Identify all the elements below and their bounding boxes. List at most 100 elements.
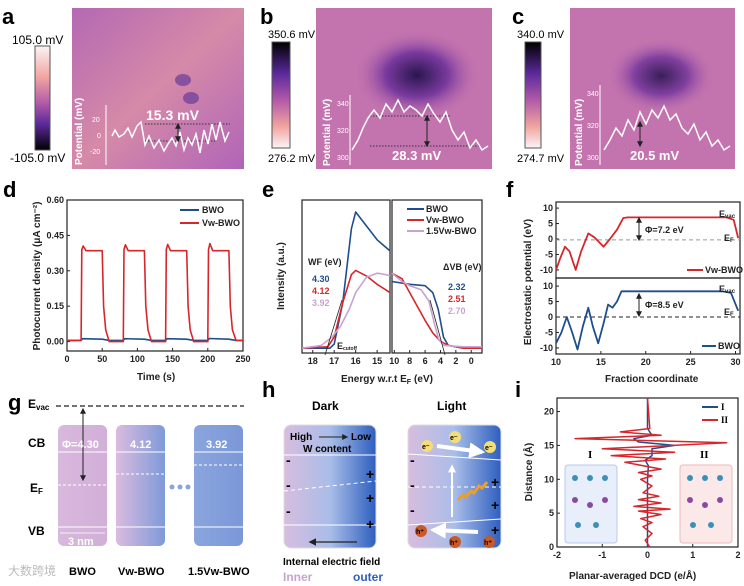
hole-label: h⁺ xyxy=(450,540,458,547)
band-vw-bwo xyxy=(116,425,165,546)
y-tick-label: 10 xyxy=(543,281,553,291)
negative-charge: - xyxy=(286,503,291,519)
x-tick-label: 20 xyxy=(641,357,651,367)
x-tick-label: 1 xyxy=(690,550,695,560)
x-tick-label: 25 xyxy=(686,357,696,367)
dark-domain xyxy=(183,92,199,104)
vb-line xyxy=(407,518,502,526)
panel-b: b 350.6 mV 276.2 mV Potential (mV) 340 3… xyxy=(260,4,492,169)
ef-label-top: EF xyxy=(724,233,734,244)
evac-sub: vac xyxy=(725,214,736,220)
negative-charge: - xyxy=(286,477,291,493)
y-axis-label: Electrostatic potential (eV) xyxy=(523,219,534,345)
panel-label-i: i xyxy=(515,377,521,402)
dark-title: Dark xyxy=(312,399,339,413)
evac-label-top: Evac xyxy=(719,209,736,220)
colorbar-max-label: 340.0 mV xyxy=(517,29,565,41)
wf-value-vw-bwo: 4.12 xyxy=(312,286,330,296)
colorbar-max-label: 350.6 mV xyxy=(268,29,316,41)
y-tick-label: 15 xyxy=(544,440,554,450)
series-line-vw-bwo xyxy=(391,272,482,350)
series-line-bwo xyxy=(67,337,243,342)
ef-main: E xyxy=(724,307,730,317)
colorbar xyxy=(271,41,291,149)
x-tick-label: 10 xyxy=(389,356,399,366)
electron-label: e⁻ xyxy=(422,444,430,451)
kpfm-map-image xyxy=(72,8,244,169)
ef-line xyxy=(283,480,377,492)
inset-label-i: I xyxy=(588,449,592,461)
y-tick-label: -10 xyxy=(540,343,553,353)
legend-label-vw-bwo: Vw-BWO xyxy=(202,218,240,228)
profile-tick: -20 xyxy=(90,149,100,156)
wf-value-bwo: 4.30 xyxy=(312,274,330,284)
positive-charge: + xyxy=(366,490,374,506)
legend-label-1-5vw-bwo: 1.5Vw-BWO xyxy=(426,226,477,236)
cutoff-label-main: E xyxy=(337,341,343,351)
panel-c: c 340.0 mV 274.7 mV Potential (mV) 340 3… xyxy=(512,4,735,169)
ellipsis-dot xyxy=(185,484,191,490)
wf-value-1-5vw-bwo: 3.92 xyxy=(312,298,330,308)
hole-icon xyxy=(449,536,461,548)
cb-line xyxy=(407,453,502,461)
x-tick-label: 16 xyxy=(351,356,361,366)
y-tick-label: 0 xyxy=(549,542,554,552)
x-tick-label: 30 xyxy=(731,357,741,367)
cb-label: CB xyxy=(28,436,46,450)
evac-sub: vac xyxy=(725,289,736,295)
y-tick-label: 0.00 xyxy=(46,337,64,347)
y-axis-label: Photocurrent density (μA cm⁻²) xyxy=(32,202,43,351)
plot-frame-left xyxy=(301,199,391,354)
colorbar-min-label: -105.0 mV xyxy=(10,151,65,165)
width-label: 3 nm xyxy=(68,536,94,548)
evac-main: E xyxy=(719,284,725,294)
y-tick-label: -5 xyxy=(545,249,553,259)
evac-sub: vac xyxy=(36,403,50,412)
ef-label-bottom: EF xyxy=(724,307,734,318)
y-tick-label: 5 xyxy=(548,219,553,229)
legend-label-vw-bwo: Vw-BWO xyxy=(705,265,743,275)
positive-charge: + xyxy=(366,516,374,532)
dvb-value-1-5vw-bwo: 2.70 xyxy=(448,306,466,316)
negative-charge: - xyxy=(410,452,415,468)
positive-charge: + xyxy=(491,474,499,490)
x-tick-label: -2 xyxy=(553,550,561,560)
dark-domain xyxy=(340,30,480,130)
series-line-1-5vw-bwo xyxy=(301,272,391,349)
x-axis-label-main: Energy w.r.t E xyxy=(341,374,407,385)
profile-tick: 0 xyxy=(97,133,101,140)
colorbar-min-label: 274.7 mV xyxy=(517,153,565,165)
inner-label: Inner xyxy=(283,570,313,584)
x-tick-label: 0 xyxy=(645,550,650,560)
dvb-value-vw-bwo: 2.51 xyxy=(448,294,466,304)
vb-tangent xyxy=(429,299,446,356)
y-tick-label: 10 xyxy=(543,203,553,213)
phi-label-vw-bwo: Φ=7.2 eV xyxy=(645,225,684,235)
x-tick-label: 2 xyxy=(453,356,458,366)
x-tick-label: 2 xyxy=(735,550,740,560)
negative-charge: - xyxy=(410,477,415,493)
legend-label-ii: II xyxy=(721,415,729,425)
y-tick-label: 5 xyxy=(548,297,553,307)
watermark: 大数跨境 xyxy=(8,563,56,578)
negative-charge: - xyxy=(410,502,415,518)
hole-label: h⁺ xyxy=(416,529,424,536)
electron-icon xyxy=(484,441,496,453)
electron-flow-arrow xyxy=(436,442,486,459)
electron-icon xyxy=(421,440,433,452)
wf-title: WF (eV) xyxy=(308,257,342,267)
ef-label: EF xyxy=(30,481,43,496)
vb-label: VB xyxy=(28,524,45,538)
y-tick-label: -10 xyxy=(540,265,553,275)
outer-label: outer xyxy=(353,570,383,584)
x-tick-label: 0 xyxy=(469,356,474,366)
potential-difference: 28.3 mV xyxy=(392,148,441,163)
colorbar-min-label: 276.2 mV xyxy=(268,153,316,165)
x-tick-label: 8 xyxy=(407,356,412,366)
colorbar xyxy=(524,41,542,149)
x-tick-label: 250 xyxy=(235,354,250,364)
y-tick-label: 5 xyxy=(549,508,554,518)
y-tick-label: 10 xyxy=(544,474,554,484)
legend-label-bwo: BWO xyxy=(426,204,448,214)
band-value-1-5vw-bwo: 3.92 xyxy=(206,439,227,451)
